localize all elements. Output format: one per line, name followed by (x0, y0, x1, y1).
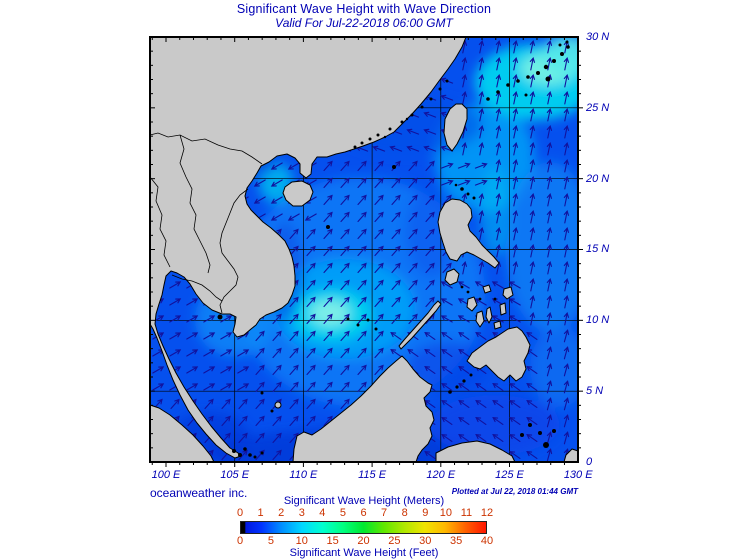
border-layer (149, 132, 263, 314)
land-mindanao (466, 326, 531, 382)
meters-tick: 11 (460, 507, 473, 519)
feet-tick: 20 (357, 535, 370, 547)
chart-title: Significant Wave Height with Wave Direct… (236, 2, 492, 16)
land-panay (466, 296, 478, 312)
meters-tick: 1 (257, 507, 264, 519)
lat-label: 10 N (586, 314, 610, 327)
land-negros (475, 310, 485, 328)
land-taiwan (443, 103, 468, 152)
land-masbate (482, 284, 492, 294)
feet-tick: 25 (388, 535, 401, 547)
meters-tick: 9 (422, 507, 429, 519)
lat-label: 5 N (586, 385, 604, 398)
meters-tick: 5 (339, 507, 346, 519)
chart-subtitle: Valid For Jul-22-2018 06:00 GMT (275, 16, 453, 30)
lon-label: 115 E (358, 469, 387, 481)
islet-layer (217, 40, 570, 459)
land-natuna (274, 401, 282, 409)
meters-tick: 10 (439, 507, 452, 519)
meters-tick: 7 (381, 507, 388, 519)
branding-text: oceanweather inc. (150, 486, 248, 500)
meters-tick: 0 (236, 507, 244, 519)
meters-tick: 6 (360, 507, 367, 519)
land-cebu (485, 306, 493, 324)
meters-tick: 3 (298, 507, 305, 519)
meters-tick: 8 (401, 507, 408, 519)
feet-tick: 10 (295, 535, 308, 547)
land-borneo (292, 355, 435, 463)
meters-tick: 2 (278, 507, 285, 519)
feet-tick: 30 (419, 535, 432, 547)
lat-label: 20 N (586, 172, 610, 185)
meters-tick: 12 (480, 507, 494, 519)
lon-label: 105 E (220, 469, 250, 481)
land-hainan (282, 180, 314, 207)
land-bohol (493, 320, 502, 330)
legend-meters-label: Significant Wave Height (Meters) (283, 495, 445, 507)
feet-tick: 5 (267, 535, 274, 547)
land-layer (149, 36, 579, 463)
lon-label: 110 E (289, 469, 318, 481)
land-leyte (499, 302, 507, 316)
meters-tick: 4 (319, 507, 326, 519)
lat-label: 25 N (586, 101, 610, 114)
lon-label: 130 E (563, 469, 593, 481)
feet-tick: 40 (480, 535, 494, 547)
feet-tick: 0 (236, 535, 244, 547)
land-luzon (437, 198, 500, 269)
land-samar (502, 286, 514, 300)
lat-label: 15 N (586, 243, 610, 256)
lat-label: 0 (586, 456, 593, 468)
map-frame (149, 36, 579, 463)
lat-label: 30 N (586, 30, 610, 43)
land-mainland-asia (149, 36, 467, 459)
feet-tick: 15 (326, 535, 339, 547)
lon-label: 125 E (495, 469, 524, 481)
colorbar (240, 521, 487, 534)
land-mindoro (444, 268, 460, 286)
lon-label: 120 E (426, 469, 456, 481)
plotted-at-text: Plotted at Jul 22, 2018 01:44 GMT (451, 487, 578, 496)
land-palawan (398, 300, 442, 350)
legend-feet-label: Significant Wave Height (Feet) (289, 547, 439, 559)
lon-label: 100 E (151, 469, 181, 481)
map-canvas (149, 36, 583, 467)
feet-tick: 35 (450, 535, 463, 547)
